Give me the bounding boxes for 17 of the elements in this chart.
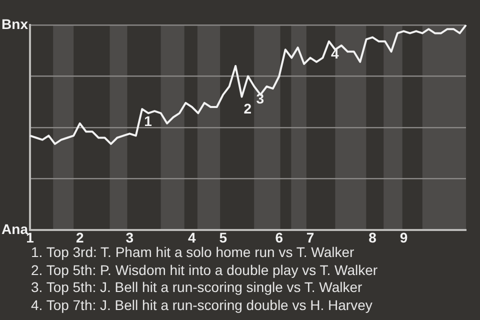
x-tick-label: 7 (306, 229, 314, 246)
x-tick-label: 3 (126, 229, 134, 246)
text: Bnx (2, 16, 28, 32)
text: 3. Top 5th: J. Bell hit a run-scoring single vs T. Walker (31, 279, 364, 296)
x-tick-label: 6 (275, 229, 284, 246)
x-tick-label: 2 (76, 229, 84, 246)
text: 2. Top 5th: P. Wisdom hit into a double play vs T. Walker (31, 262, 378, 279)
x-tick-label: 9 (400, 229, 408, 246)
annotation: 2 (244, 100, 252, 117)
text: Ana (2, 220, 28, 237)
x-tick-label: 8 (368, 229, 377, 246)
text: 4. Top 7th: J. Bell hit a run-scoring double vs H. Harvey (31, 296, 374, 314)
text: 1. Top 3rd: T. Pham hit a solo home run vs T. Walker (31, 244, 356, 262)
x-tick-label: 1 (26, 229, 34, 246)
annotation: 1 (144, 112, 152, 129)
x-tick-label: 4 (188, 229, 196, 246)
x-tick-label: 5 (219, 229, 228, 246)
